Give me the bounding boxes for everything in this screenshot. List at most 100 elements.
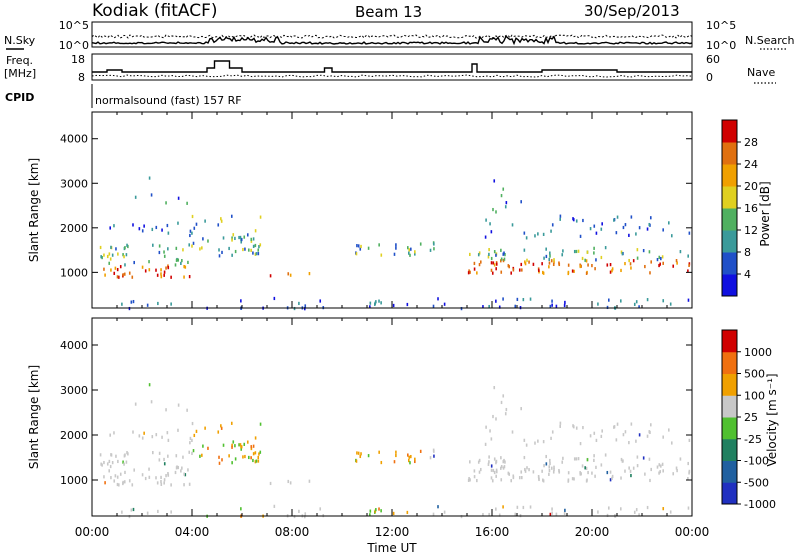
velocity-cell	[498, 513, 501, 517]
power-cell	[542, 232, 545, 236]
power-cell	[551, 299, 553, 303]
power-cell	[492, 261, 495, 265]
power-cell	[287, 272, 290, 276]
power-cell	[594, 267, 596, 271]
power-cell	[687, 269, 689, 273]
power-cell	[244, 247, 246, 251]
velocity-cell	[479, 467, 482, 472]
velocity-cell	[165, 474, 167, 478]
velocity-cell	[518, 476, 521, 480]
power-cell	[175, 258, 178, 262]
colorbar-tick-label: 8	[744, 246, 751, 259]
power-cell	[167, 231, 170, 235]
power-cell	[611, 267, 614, 271]
power-cell	[642, 248, 645, 253]
power-cell	[170, 275, 172, 279]
power-cell	[545, 247, 547, 251]
power-cell	[505, 201, 508, 205]
power-cell	[184, 265, 187, 269]
power-cell	[419, 242, 422, 246]
velocity-cell	[177, 465, 180, 470]
power-cell	[132, 299, 135, 304]
power-cell	[238, 235, 240, 240]
velocity-cell	[635, 508, 638, 512]
power-cell	[199, 247, 201, 251]
velocity-cell	[613, 425, 615, 429]
velocity-cell	[158, 451, 161, 455]
velocity-cell	[393, 460, 396, 464]
x-tick-label: 00:00	[675, 525, 710, 539]
velocity-cell	[181, 466, 183, 470]
power-cell	[500, 270, 503, 274]
velocity-cell	[113, 479, 116, 483]
velocity-cell	[150, 400, 153, 404]
velocity-cell	[571, 477, 574, 481]
power-cell	[563, 303, 566, 308]
velocity-cell	[191, 451, 193, 456]
power-cell	[131, 275, 134, 279]
power-cell	[432, 304, 435, 308]
power-cell	[500, 257, 503, 261]
velocity-cell	[221, 458, 223, 462]
power-cell	[146, 303, 149, 307]
power-cell	[579, 264, 582, 269]
power-cell	[109, 226, 112, 230]
power-cell	[157, 301, 159, 306]
velocity-cell	[188, 482, 191, 486]
velocity-cell	[633, 510, 636, 514]
velocity-cell	[548, 468, 551, 473]
power-cell	[257, 252, 260, 256]
velocity-cell	[687, 461, 689, 466]
power-cell	[564, 300, 566, 305]
power-cell	[670, 234, 673, 238]
velocity-cell	[432, 512, 435, 516]
power-cell	[478, 251, 481, 255]
velocity-cell	[123, 480, 126, 484]
velocity-cell	[254, 451, 257, 455]
velocity-cell	[148, 383, 151, 387]
power-cell	[492, 207, 494, 212]
velocity-cell	[490, 468, 493, 472]
power-cell	[231, 238, 233, 242]
velocity-cell	[433, 454, 435, 458]
power-cell	[110, 268, 112, 272]
colorbar-tick-label: -500	[744, 476, 769, 489]
velocity-cell	[231, 445, 233, 449]
power-cell	[148, 260, 150, 264]
power-cell	[175, 246, 178, 250]
power-cell	[407, 246, 409, 250]
noise-search-label: N.Search	[745, 34, 795, 47]
noise-panel: 10^5 10^0 10^5 10^0 N.Sky N.Search	[4, 19, 795, 52]
velocity-cell	[163, 462, 166, 466]
velocity-cell	[492, 414, 494, 419]
colorbar-tick-label: 4	[744, 268, 751, 281]
velocity-cell	[503, 458, 505, 463]
power-cell	[595, 258, 597, 262]
power-panel: 1000 2000 3000 4000 Slant Range [km]	[27, 111, 693, 311]
power-cell	[231, 236, 233, 240]
velocity-cell	[113, 431, 115, 435]
power-cell	[467, 271, 470, 275]
colorbar-swatch	[722, 373, 737, 396]
power-cell	[489, 222, 491, 226]
power-cell	[601, 222, 603, 226]
freq-label-2: [MHz]	[4, 67, 36, 80]
velocity-cell	[406, 510, 409, 515]
power-cell	[395, 246, 397, 250]
y-tick-label: 1000	[60, 474, 88, 487]
power-cell	[621, 252, 624, 256]
velocity-cell	[103, 475, 105, 479]
beam-title: Beam 13	[355, 3, 422, 21]
power-cell	[635, 300, 638, 304]
velocity-cell	[561, 460, 564, 464]
velocity-cell	[378, 450, 380, 454]
velocity-cell	[589, 434, 592, 438]
power-cell	[659, 262, 661, 266]
power-cell	[524, 260, 526, 264]
colorbar-swatch	[722, 482, 737, 505]
velocity-cell	[636, 464, 639, 468]
power-cell	[304, 304, 307, 308]
power-cell	[624, 223, 627, 227]
velocity-cell	[649, 423, 652, 427]
velocity-cell	[104, 481, 106, 485]
